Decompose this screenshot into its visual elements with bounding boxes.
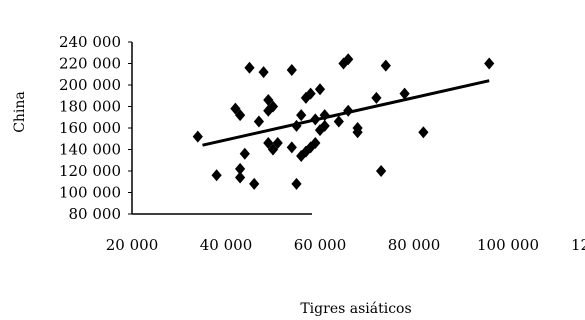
data-point [333, 115, 344, 128]
data-point [263, 137, 274, 150]
x-tick-label: 40 000 [200, 236, 253, 254]
data-point [235, 109, 246, 122]
y-tick-label: 180 000 [59, 98, 121, 116]
data-point [305, 141, 316, 154]
y-tick-label: 80 000 [69, 205, 122, 223]
data-point [484, 57, 495, 70]
data-point [310, 137, 321, 150]
data-point [235, 171, 246, 184]
data-point [319, 119, 330, 132]
data-point [263, 94, 274, 107]
data-point [300, 91, 311, 104]
data-point [267, 100, 279, 113]
axes [128, 41, 312, 215]
x-tick-labels: 20 000 40 000 60 000 80 000 100 000 120 000 [106, 236, 585, 254]
data-point [305, 87, 316, 100]
data-point [291, 177, 302, 190]
data-point [352, 126, 363, 139]
data-point [399, 87, 410, 100]
y-tick-labels: 80 000 100 000 120 000 140 000 160 000 180 00… [59, 33, 121, 223]
y-tick-label: 100 000 [59, 184, 121, 202]
data-point [286, 63, 297, 76]
data-point [249, 177, 260, 190]
data-point [418, 126, 429, 139]
y-tick-label: 120 000 [59, 162, 121, 180]
data-point [371, 91, 382, 104]
data-point [343, 104, 354, 117]
y-tick-label: 160 000 [59, 119, 121, 137]
data-point [192, 130, 203, 143]
data-point [239, 147, 250, 160]
data-point [380, 59, 391, 72]
y-tick-label: 240 000 [59, 33, 121, 51]
data-point [376, 165, 387, 177]
trendline-group [202, 79, 490, 147]
data-point [343, 53, 354, 66]
data-point [253, 115, 264, 128]
x-tick-label: 80 000 [388, 236, 441, 254]
x-axis-title: Tigres asiáticos [300, 301, 411, 317]
x-tick-label: 100 000 [477, 236, 539, 254]
x-tick-label: 120 000 [571, 236, 585, 254]
data-point [263, 104, 274, 117]
data-point [272, 137, 283, 150]
trendline [202, 79, 490, 147]
data-point [286, 141, 297, 154]
y-tick-label: 140 000 [59, 141, 121, 159]
data-point [300, 145, 311, 158]
x-tick-label: 20 000 [106, 236, 159, 254]
data-point [211, 169, 222, 182]
y-tick-label: 220 000 [59, 55, 121, 73]
data-point [314, 83, 326, 96]
data-point [244, 61, 255, 74]
x-tick-label: 60 000 [294, 236, 347, 254]
y-tick-label: 200 000 [59, 76, 121, 94]
data-points [192, 53, 495, 190]
data-point [235, 162, 246, 175]
data-point [258, 66, 269, 79]
data-point [296, 109, 307, 122]
y-axis-title: China [12, 91, 28, 133]
